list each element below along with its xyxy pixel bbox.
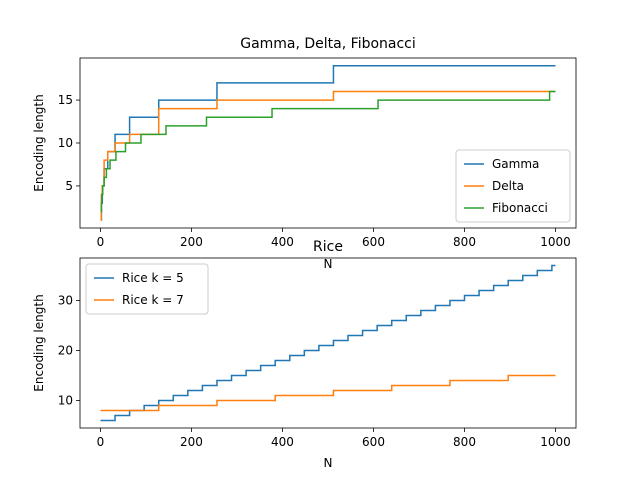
- legend: Gamma Delta Fibonacci: [455, 149, 571, 223]
- x-tick-label: 600: [362, 235, 385, 249]
- x-tick-label: 200: [180, 435, 203, 449]
- series-lines: [100, 64, 556, 222]
- legend-entry: Gamma: [492, 157, 539, 171]
- legend-entry: Fibonacci: [492, 201, 548, 215]
- series-line-0: [100, 264, 556, 422]
- legend-entry: Delta: [492, 179, 524, 193]
- x-axis-label: N: [324, 257, 333, 271]
- x-axis-label: N: [324, 456, 333, 470]
- plot-frame: [79, 257, 577, 429]
- series-line-1: [100, 374, 556, 412]
- y-axis-label: Encoding length: [32, 294, 46, 391]
- x-tick-label: 200: [180, 235, 203, 249]
- x-tick-label: 600: [362, 435, 385, 449]
- legend: Rice k = 5 Rice k = 7: [85, 263, 209, 315]
- y-ticks: 10 20 30: [58, 294, 80, 408]
- y-axis-label: Encoding length: [32, 94, 46, 191]
- y-tick-label: 5: [65, 179, 73, 193]
- y-ticks: 5 10 15: [58, 93, 80, 193]
- x-tick-label: 1000: [540, 435, 571, 449]
- x-ticks: 0 200 400 600 800 1000: [97, 228, 571, 249]
- legend-entry: Rice k = 7: [122, 293, 184, 307]
- series-lines: [100, 264, 556, 422]
- x-tick-label: 400: [271, 235, 294, 249]
- x-ticks: 0 200 400 600 800 1000: [97, 428, 571, 449]
- x-tick-label: 400: [271, 435, 294, 449]
- y-tick-label: 10: [58, 394, 73, 408]
- legend-entry: Rice k = 5: [122, 271, 184, 285]
- x-tick-label: 0: [97, 235, 105, 249]
- legend-box: [455, 149, 571, 223]
- chart-title: Gamma, Delta, Fibonacci: [240, 36, 416, 52]
- legend-box: [85, 263, 209, 315]
- x-tick-label: 1000: [540, 235, 571, 249]
- chart-rice: Rice 0 200 400 600 800 1000 10 20 30 N Encoding…: [32, 239, 577, 470]
- x-tick-label: 800: [453, 435, 476, 449]
- series-line-2: [100, 90, 556, 213]
- x-tick-label: 800: [453, 235, 476, 249]
- x-tick-label: 0: [97, 435, 105, 449]
- y-tick-label: 30: [58, 294, 73, 308]
- y-tick-label: 10: [58, 136, 73, 150]
- y-tick-label: 15: [58, 93, 73, 107]
- chart-gamma-delta-fibonacci: Gamma, Delta, Fibonacci 0 200 400 600 800 100…: [32, 36, 577, 271]
- chart-title: Rice: [313, 239, 343, 255]
- y-tick-label: 20: [58, 344, 73, 358]
